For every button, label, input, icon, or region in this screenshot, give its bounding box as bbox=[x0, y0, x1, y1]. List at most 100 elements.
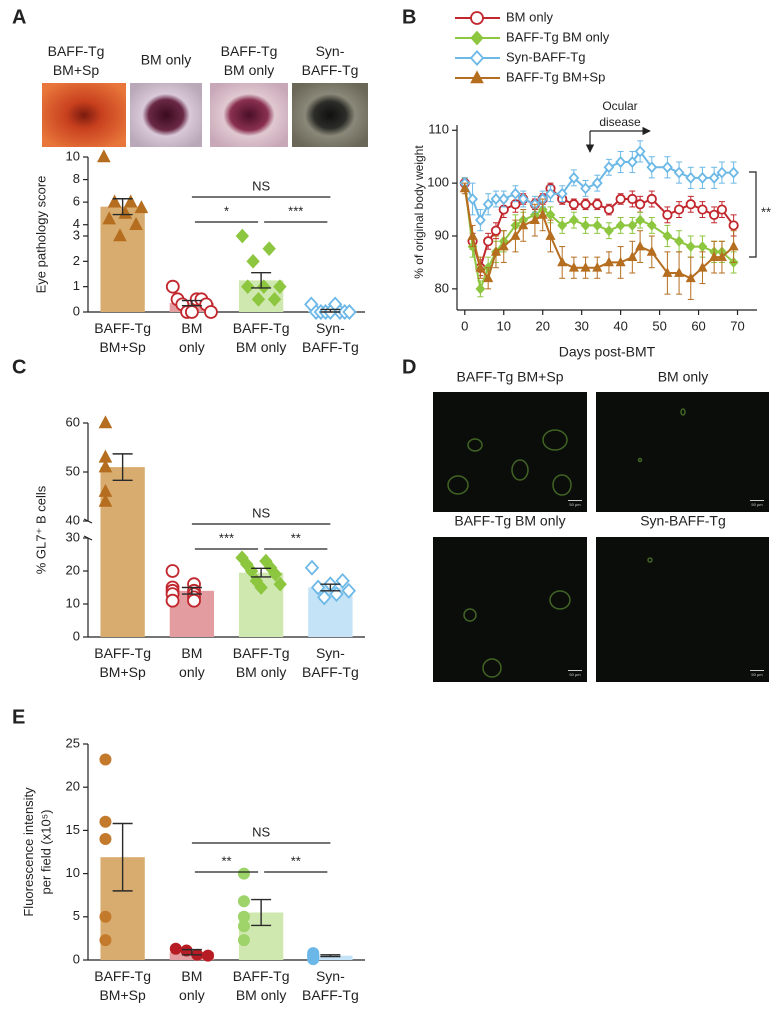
data-point bbox=[235, 228, 250, 244]
y-tick-label: 80 bbox=[435, 280, 449, 295]
data-point bbox=[237, 867, 250, 880]
error-bar bbox=[181, 586, 202, 595]
text-line: BAFF-Tg bbox=[302, 987, 359, 1003]
data-point bbox=[254, 580, 268, 595]
photo-label: BAFF-Tg BM only bbox=[221, 43, 278, 78]
scale-bar-label: 50 µm bbox=[569, 672, 581, 677]
data-point bbox=[129, 217, 143, 231]
text-line: BAFF-Tg bbox=[302, 62, 359, 78]
data-point bbox=[716, 251, 727, 262]
data-point bbox=[580, 199, 591, 210]
data-point bbox=[475, 283, 486, 295]
data-point bbox=[246, 253, 260, 269]
data-point bbox=[557, 256, 568, 267]
text-line: BM only bbox=[236, 987, 287, 1003]
image-label: BM only bbox=[658, 369, 709, 385]
data-point bbox=[568, 199, 579, 210]
legend-label: BAFF-Tg BM+Sp bbox=[506, 69, 605, 84]
text-line: per field (x10⁵) bbox=[39, 810, 54, 895]
text-line: BAFF-Tg bbox=[233, 645, 290, 661]
data-point bbox=[697, 204, 708, 215]
data-point bbox=[646, 220, 657, 231]
data-point bbox=[685, 171, 697, 184]
text-line: Syn- bbox=[316, 320, 345, 336]
x-tick-label: 50 bbox=[652, 318, 666, 333]
data-point bbox=[201, 949, 214, 962]
scale-bar bbox=[750, 500, 764, 501]
data-point bbox=[615, 193, 626, 205]
data-point bbox=[184, 305, 199, 319]
data-point bbox=[615, 256, 626, 267]
text-line: BM bbox=[181, 968, 202, 984]
fluorescence bbox=[447, 408, 686, 678]
x-tick-label: 0 bbox=[461, 318, 468, 333]
error-bar bbox=[320, 954, 341, 958]
text-line: BM+Sp bbox=[99, 664, 146, 680]
data-point bbox=[627, 251, 638, 262]
y-axis-label: Eye pathology score bbox=[33, 176, 48, 294]
micrograph bbox=[596, 392, 769, 512]
error-bar bbox=[251, 898, 272, 927]
data-point bbox=[708, 171, 720, 184]
error-bar bbox=[112, 822, 133, 892]
data-point bbox=[603, 204, 615, 215]
text-line: BAFF-Tg bbox=[48, 43, 105, 59]
y-tick-label: 3 bbox=[73, 227, 80, 242]
x-tick-label: 60 bbox=[691, 318, 705, 333]
scale-bar-label: 50 µm bbox=[751, 672, 763, 677]
text-line: BM bbox=[181, 320, 202, 336]
x-tick-label: BM only bbox=[179, 645, 205, 680]
data-point bbox=[545, 187, 556, 200]
y-tick-label: 2 bbox=[73, 253, 80, 268]
significance-label: ** bbox=[291, 530, 301, 545]
data-point bbox=[268, 566, 283, 582]
y-tick-label: 15 bbox=[66, 822, 80, 837]
significance-label: ** bbox=[761, 204, 771, 219]
data-point bbox=[673, 204, 685, 215]
data-point bbox=[342, 304, 357, 320]
photo bbox=[210, 83, 288, 147]
micrographs bbox=[433, 392, 769, 682]
y-tick-label: 60 bbox=[66, 414, 80, 429]
data-point bbox=[728, 166, 740, 179]
text-line: BAFF-Tg bbox=[94, 645, 151, 661]
legend-label: Syn-BAFF-Tg bbox=[506, 49, 585, 64]
scale-bar-label: 50 µm bbox=[751, 502, 763, 507]
significance-label: ** bbox=[291, 853, 301, 868]
significance-label: *** bbox=[288, 203, 303, 218]
data-point bbox=[510, 230, 521, 240]
x-tick-label: BM only bbox=[179, 968, 205, 1003]
data-point bbox=[728, 240, 739, 251]
data-point bbox=[498, 240, 509, 251]
data-point bbox=[237, 895, 250, 908]
y-tick-label: 4 bbox=[73, 216, 80, 231]
text-line: BAFF-Tg bbox=[233, 320, 290, 336]
x-tick-label: BAFF-Tg BM only bbox=[233, 645, 290, 680]
micrograph bbox=[433, 392, 587, 512]
data-point bbox=[635, 240, 646, 251]
x-tick-label: 20 bbox=[535, 318, 549, 333]
x-axis-label: Days post-BMT bbox=[559, 344, 656, 360]
data-point bbox=[475, 262, 486, 272]
data-point bbox=[529, 214, 540, 225]
data-point bbox=[304, 559, 320, 576]
data-point bbox=[490, 193, 502, 205]
x-tick-label: Syn- BAFF-Tg bbox=[302, 968, 359, 1003]
data-point bbox=[635, 214, 645, 226]
text-line: BM+Sp bbox=[99, 987, 146, 1003]
data-point bbox=[615, 156, 627, 168]
data-point bbox=[165, 593, 180, 608]
y-tick-label: 40 bbox=[66, 512, 80, 527]
text-line: disease bbox=[599, 115, 641, 129]
data-point bbox=[123, 194, 138, 208]
data-point bbox=[107, 194, 122, 208]
data-point bbox=[634, 145, 646, 158]
data-point bbox=[646, 193, 657, 205]
scale-bar bbox=[568, 500, 582, 501]
bar bbox=[308, 955, 353, 960]
data-point bbox=[99, 934, 112, 947]
panel-label: D bbox=[402, 356, 416, 378]
data-point bbox=[697, 262, 708, 272]
data-point bbox=[685, 241, 696, 252]
photo bbox=[42, 83, 126, 147]
